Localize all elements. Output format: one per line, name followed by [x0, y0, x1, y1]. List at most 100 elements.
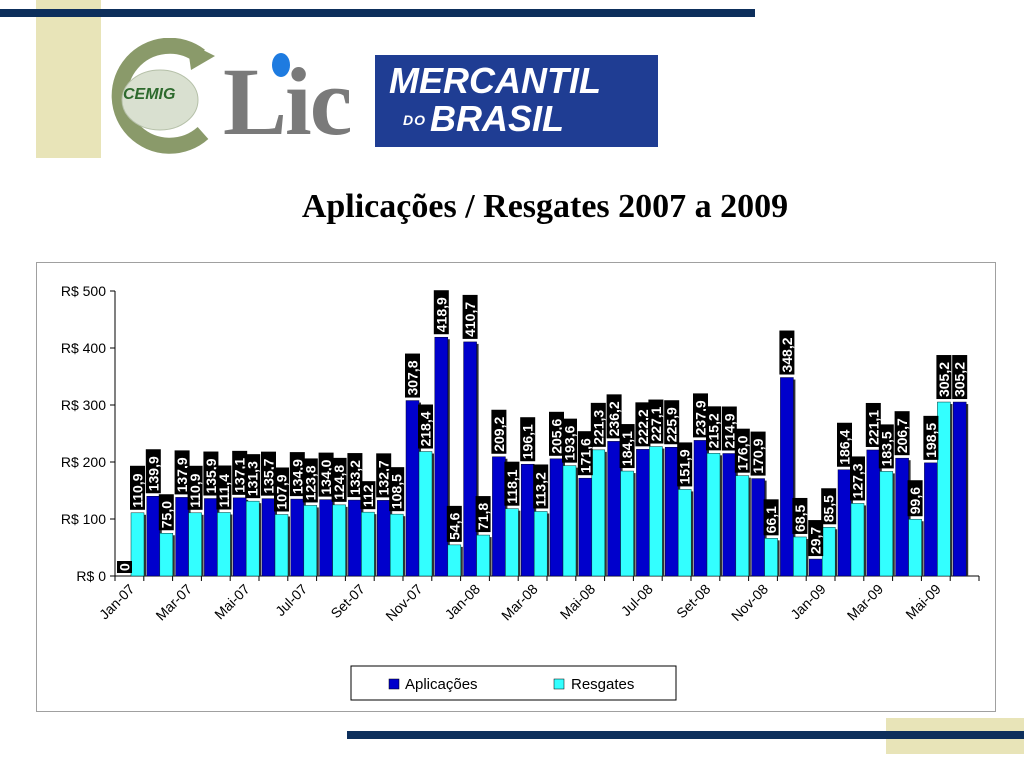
data-label-text: 99,6 — [907, 487, 923, 514]
legend-box — [350, 665, 677, 701]
bar-resgates — [188, 512, 202, 577]
bar-resgates — [245, 500, 260, 577]
data-label-aplicacoes: 205,6 — [549, 411, 565, 456]
data-label-text: 110,9 — [130, 473, 146, 507]
data-label-aplicacoes: 410,7 — [462, 294, 478, 339]
data-label-text: 54,6 — [446, 512, 462, 539]
data-label-text: 184,1 — [619, 431, 635, 466]
data-label-aplicacoes: 196,1 — [520, 417, 536, 462]
data-label-box — [635, 402, 651, 447]
page-title-text: Aplicações / Resgates 2007 a 2009 — [301, 188, 789, 225]
data-label-aplicacoes: 237,9 — [693, 393, 709, 438]
data-label-box — [779, 330, 795, 375]
data-label-text: 170,9 — [750, 438, 766, 473]
data-label-text: 151,9 — [677, 449, 693, 484]
data-label-aplicacoes: 133,2 — [347, 453, 363, 498]
data-label-box — [418, 404, 433, 449]
data-label-text: 176,0 — [734, 435, 750, 470]
legend-swatch-aplicacoes — [388, 678, 400, 690]
data-label-resgates: 99,6 — [907, 480, 923, 517]
bar-aplicacoes — [348, 499, 362, 577]
data-label-resgates: 113,2 — [533, 464, 549, 509]
bar-aplicacoes — [376, 500, 391, 577]
data-label-resgates: 118,1 — [504, 461, 520, 506]
y-tick-label: R$ 500 — [61, 283, 106, 299]
data-label-text: 111,4 — [216, 474, 232, 508]
legend-label-aplicacoes: Aplicações — [405, 676, 478, 693]
x-tick-label: Set-07 — [327, 581, 368, 622]
bar-resgates — [533, 511, 548, 577]
data-label-text: 135,9 — [203, 458, 219, 493]
data-label-resgates: 215,2 — [706, 406, 722, 451]
x-tick-label: Jan-07 — [96, 581, 138, 623]
data-label-box — [504, 461, 520, 506]
data-label-box — [520, 417, 536, 462]
data-label-resgates: 183,5 — [878, 424, 894, 469]
data-label-resgates: 176,0 — [734, 428, 750, 473]
data-label-text: 183,5 — [878, 431, 894, 466]
data-label-resgates: 184,1 — [619, 424, 635, 469]
data-label-text: 215,2 — [706, 413, 722, 448]
data-label-box — [203, 451, 219, 496]
data-label-box — [274, 467, 289, 512]
data-label-box — [734, 428, 750, 473]
data-label-box — [936, 355, 952, 400]
data-label-text: 305,2 — [936, 362, 952, 397]
data-label-resgates: 111,4 — [216, 465, 232, 510]
data-label-resgates: 85,5 — [821, 488, 837, 525]
data-label-text: 66,1 — [763, 506, 779, 533]
data-label-aplicacoes: 221,1 — [865, 402, 881, 447]
data-label-text: 112 — [360, 484, 376, 507]
data-label-box — [792, 497, 808, 534]
data-label-box — [491, 409, 507, 454]
data-label-text: 222,2 — [635, 409, 651, 444]
data-label-box — [763, 499, 779, 536]
bar-resgates — [764, 538, 778, 577]
data-label-box — [376, 453, 392, 498]
data-label-box — [894, 411, 910, 456]
data-label-aplicacoes: 29,7 — [808, 520, 824, 557]
bar-resgates — [274, 514, 289, 577]
data-label-aplicacoes: 139,9 — [145, 449, 161, 494]
data-label-resgates: 71,8 — [475, 496, 491, 533]
bar-resgates — [879, 471, 894, 577]
data-label-box — [302, 458, 318, 503]
data-label-box — [577, 431, 593, 476]
data-label-box — [549, 411, 564, 456]
x-tick-label: Mai-09 — [902, 581, 944, 623]
data-label-text: 198,5 — [923, 423, 939, 458]
bar-resgates — [677, 489, 692, 577]
data-label-box — [664, 400, 680, 445]
x-tick-label: Mar-07 — [152, 581, 195, 624]
data-label-box — [405, 353, 420, 398]
bar-resgates — [505, 508, 519, 577]
bar-resgates — [447, 544, 462, 577]
data-label-text: 410,7 — [462, 302, 478, 337]
bar-resgates — [735, 475, 750, 577]
bar-resgates — [850, 503, 865, 577]
data-label-text: 132,7 — [376, 460, 392, 495]
data-label-box — [721, 406, 737, 451]
data-label-aplicacoes: 186,4 — [837, 422, 853, 467]
data-label-resgates: 123,8 — [302, 458, 318, 503]
do-text: DO — [403, 112, 426, 128]
data-label-aplicacoes: 305,2 — [952, 355, 968, 400]
bottom-dark-stripe — [347, 731, 1024, 739]
data-label-aplicacoes: 307,8 — [405, 353, 421, 398]
data-label-aplicacoes: 134,0 — [318, 452, 334, 497]
data-label-resgates: 131,3 — [245, 454, 261, 499]
y-tick-label: R$ 200 — [61, 454, 106, 470]
data-label-resgates: 66,1 — [763, 499, 779, 536]
bar-aplicacoes — [636, 449, 650, 577]
x-tick-label: Jul-07 — [272, 581, 310, 619]
mercantil-text: MERCANTIL — [389, 60, 601, 101]
data-label-text: 237,9 — [693, 400, 709, 435]
data-label-aplicacoes: 236,2 — [606, 394, 622, 439]
data-label-box — [648, 399, 664, 444]
bar-aplicacoes — [232, 497, 247, 577]
data-label-text: 107,9 — [274, 474, 290, 509]
data-label-resgates: 110,9 — [130, 465, 146, 510]
bar-aplicacoes — [290, 498, 305, 577]
data-label-box — [245, 454, 261, 499]
data-label-box — [706, 406, 721, 451]
